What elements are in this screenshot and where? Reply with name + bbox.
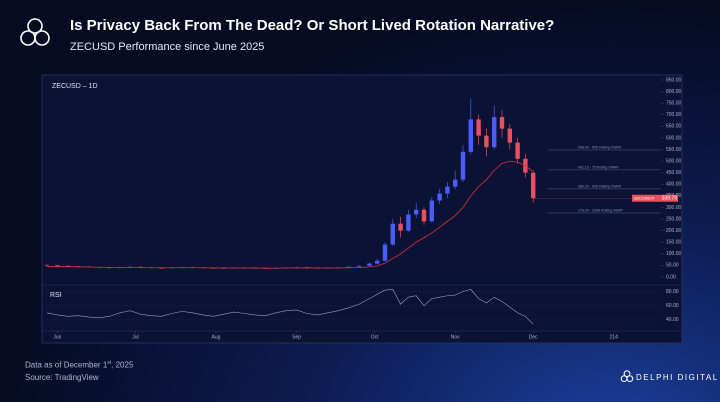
rsi-label: RSI: [50, 292, 62, 299]
y-tick-label: 0.00: [666, 274, 676, 280]
vwap-label: 380.20 - 90D Rolling VWAP: [578, 184, 622, 188]
y-tick-label: 700.00: [666, 112, 682, 118]
candle-body: [159, 267, 164, 269]
candle-body: [445, 186, 450, 194]
candle-body: [390, 223, 395, 245]
y-tick-label: 400.00: [666, 182, 682, 188]
last-price: 339.79: [662, 196, 678, 202]
date-suffix: st: [107, 360, 112, 366]
candle-body: [492, 117, 497, 148]
candle-body: [476, 119, 481, 136]
candle-body: [221, 268, 226, 269]
candle-body: [437, 193, 442, 201]
candle-body: [346, 266, 351, 268]
candle-body: [367, 263, 372, 266]
candle-body: [468, 119, 473, 152]
x-tick-label: Jul: [132, 334, 138, 340]
y-tick-label: 650.00: [666, 124, 682, 130]
y-tick-label: 450.00: [666, 170, 682, 176]
rsi-tick-label: 80.00: [666, 289, 679, 295]
last-price-box: [632, 194, 678, 202]
moving-average: [46, 160, 534, 269]
y-tick-label: 850.00: [666, 77, 682, 83]
y-tick-label: 200.00: [666, 228, 682, 234]
x-tick-label: 214: [610, 334, 619, 340]
date-year: , 2025: [111, 360, 134, 370]
candle-body: [499, 117, 505, 129]
symbol-label: ZECUSD – 1D: [52, 83, 98, 90]
date-text: Data as of December 1: [25, 360, 108, 370]
y-tick-label: 100.00: [666, 251, 682, 257]
vwap-label: 462.15 - 75 Rolling VWAP: [578, 165, 619, 169]
x-tick-label: Dec: [529, 334, 538, 340]
rsi-tick-label: 60.00: [666, 303, 679, 309]
x-tick-label: Sep: [292, 334, 301, 340]
title: Is Privacy Back From The Dead? Or Short …: [70, 17, 555, 34]
candle-body: [398, 223, 403, 231]
y-tick-label: 250.00: [666, 216, 682, 222]
chart-panel: [41, 74, 683, 344]
source: Source: TradingView: [25, 373, 99, 382]
candle-body: [375, 260, 380, 264]
data-date: Data as of December 1st, 2025: [25, 360, 133, 370]
y-tick-label: 500.00: [666, 158, 682, 164]
rsi-tick-label: 40.00: [666, 317, 679, 323]
y-tick-label: 600.00: [666, 135, 682, 141]
candle-body: [44, 264, 50, 266]
y-tick-label: 50.00: [666, 263, 679, 269]
candle-body: [55, 265, 60, 267]
y-tick-label: 300.00: [666, 205, 682, 211]
subtitle: ZECUSD Performance since June 2025: [70, 41, 265, 53]
candle-body: [382, 244, 388, 261]
vwap-label: 548.04 - 50D Rolling VWAP: [578, 145, 622, 149]
candle-body: [356, 265, 362, 267]
x-tick-label: Jun: [53, 334, 61, 340]
logo: [20, 18, 50, 46]
candle-body: [406, 214, 411, 231]
candle-body: [531, 172, 536, 199]
candle-body: [414, 209, 419, 215]
vwap-label: 276.30 - 100D Rolling VWAP: [578, 208, 624, 212]
candle-body: [507, 128, 512, 143]
rsi-line: [46, 289, 534, 325]
candle-body: [453, 179, 458, 187]
y-tick-label: 800.00: [666, 89, 682, 95]
candle-body: [515, 142, 520, 159]
y-tick-label: 750.00: [666, 101, 682, 107]
x-tick-label: Aug: [212, 334, 221, 340]
y-tick-label: 550.00: [666, 147, 682, 153]
x-tick-label: Oct: [371, 334, 379, 340]
candle-body: [421, 209, 427, 222]
brand: DELPHI DIGITAL: [636, 373, 719, 382]
candle-body: [460, 151, 466, 180]
brand-logo: [620, 370, 634, 383]
x-tick-label: Nov: [451, 334, 460, 340]
candle-body: [429, 200, 434, 222]
last-symbol: ZECUSD.P: [634, 195, 655, 200]
candle-body: [484, 135, 489, 148]
y-tick-label: 150.00: [666, 240, 682, 246]
